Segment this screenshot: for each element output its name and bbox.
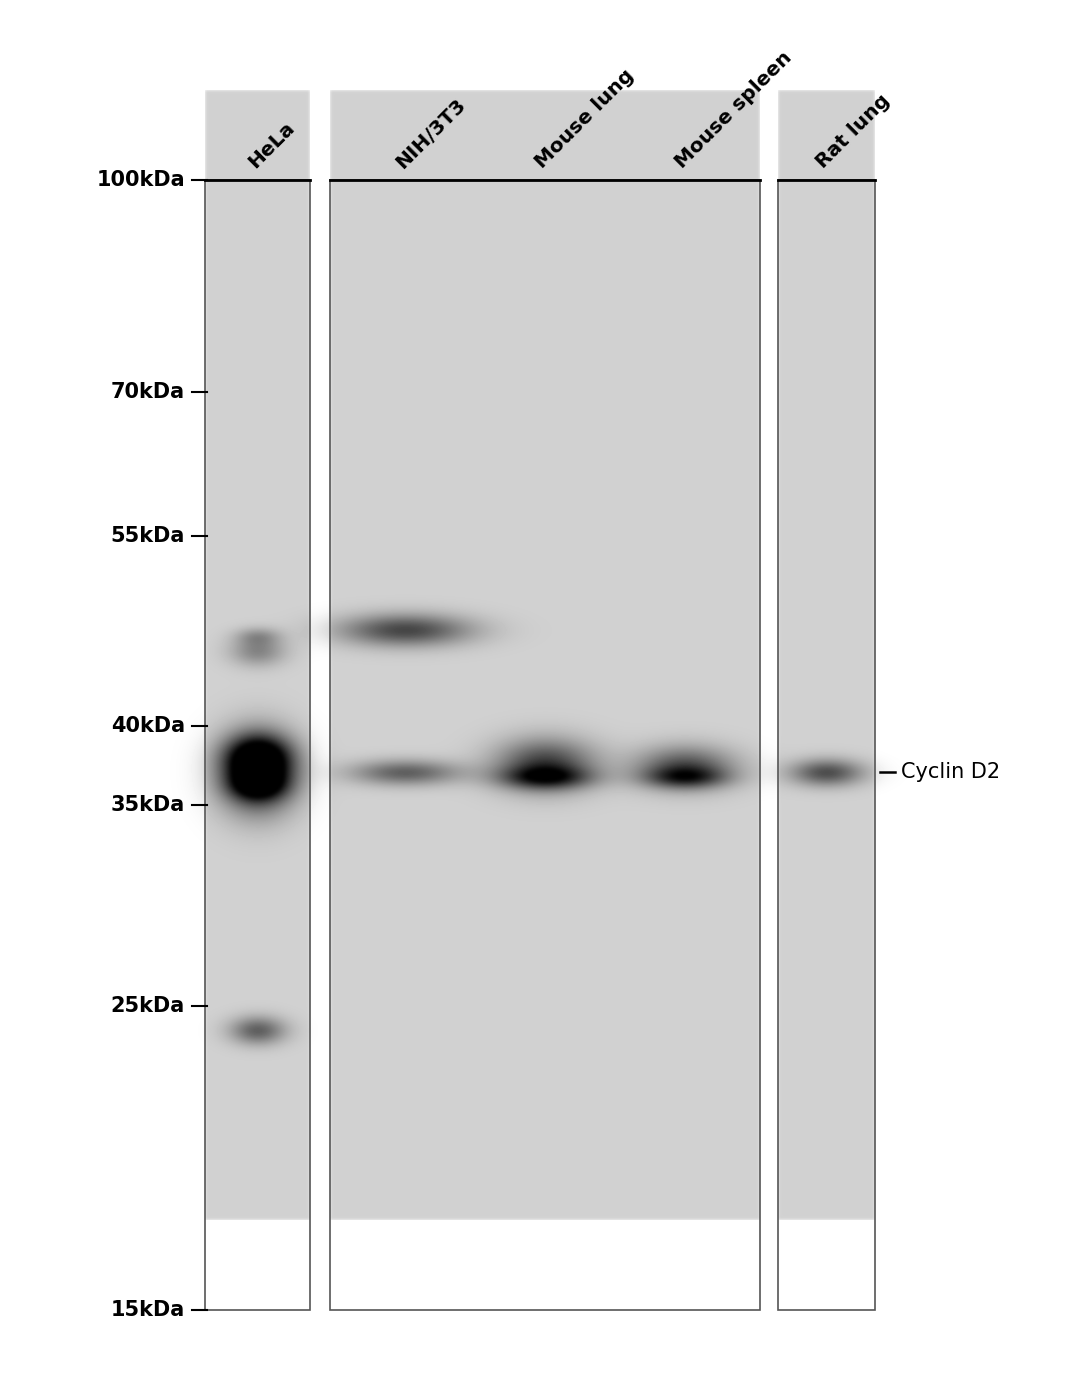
Text: Cyclin D2: Cyclin D2 (901, 762, 1000, 783)
Text: 70kDa: 70kDa (111, 382, 185, 402)
Text: NIH/3T3: NIH/3T3 (392, 95, 469, 172)
Text: Mouse spleen: Mouse spleen (672, 48, 795, 172)
Bar (330, 181, 760, 1310)
Text: 15kDa: 15kDa (111, 1301, 185, 1320)
Text: 25kDa: 25kDa (111, 995, 185, 1016)
Text: 55kDa: 55kDa (110, 526, 185, 546)
Text: 100kDa: 100kDa (96, 169, 185, 190)
Text: HeLa: HeLa (244, 118, 298, 172)
Bar (205, 181, 310, 1310)
Bar (778, 181, 875, 1310)
Text: Rat lung: Rat lung (813, 91, 894, 172)
Text: Mouse lung: Mouse lung (531, 66, 638, 172)
Text: 40kDa: 40kDa (111, 715, 185, 736)
Text: 35kDa: 35kDa (111, 795, 185, 815)
